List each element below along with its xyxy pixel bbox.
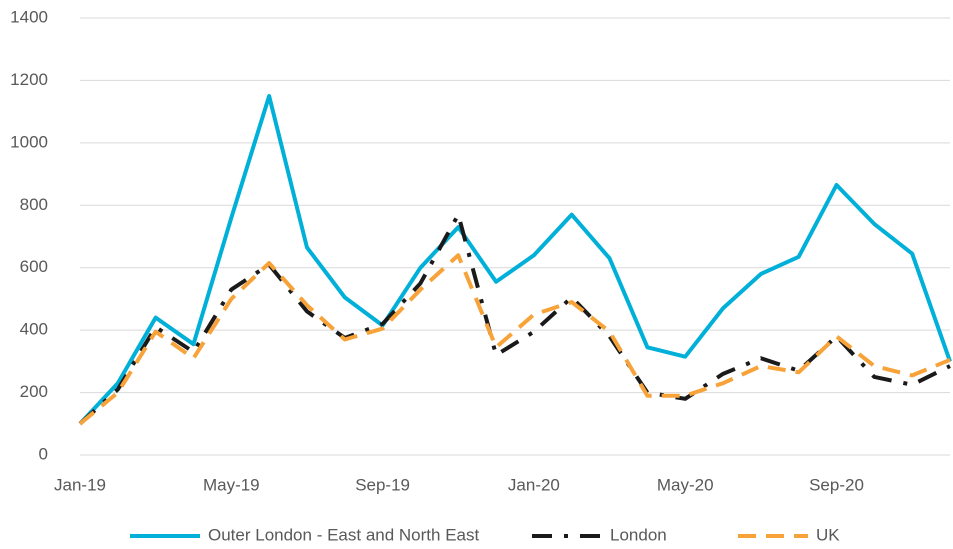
- legend-label: UK: [816, 525, 840, 544]
- legend-label: Outer London - East and North East: [208, 525, 479, 544]
- x-tick-label: Jan-19: [54, 475, 106, 494]
- x-tick-label: Sep-20: [809, 475, 864, 494]
- x-tick-label: May-20: [657, 475, 714, 494]
- y-tick-label: 1400: [10, 7, 48, 26]
- x-tick-label: May-19: [203, 475, 260, 494]
- y-tick-label: 1000: [10, 132, 48, 151]
- y-tick-label: 600: [20, 257, 48, 276]
- y-tick-label: 0: [39, 444, 48, 463]
- legend-label: London: [610, 525, 667, 544]
- y-tick-label: 800: [20, 195, 48, 214]
- y-tick-label: 400: [20, 320, 48, 339]
- x-tick-label: Jan-20: [508, 475, 560, 494]
- y-tick-label: 1200: [10, 70, 48, 89]
- series-line: [78, 94, 952, 426]
- y-tick-label: 200: [20, 382, 48, 401]
- series-line: [78, 253, 951, 426]
- x-tick-label: Sep-19: [355, 475, 410, 494]
